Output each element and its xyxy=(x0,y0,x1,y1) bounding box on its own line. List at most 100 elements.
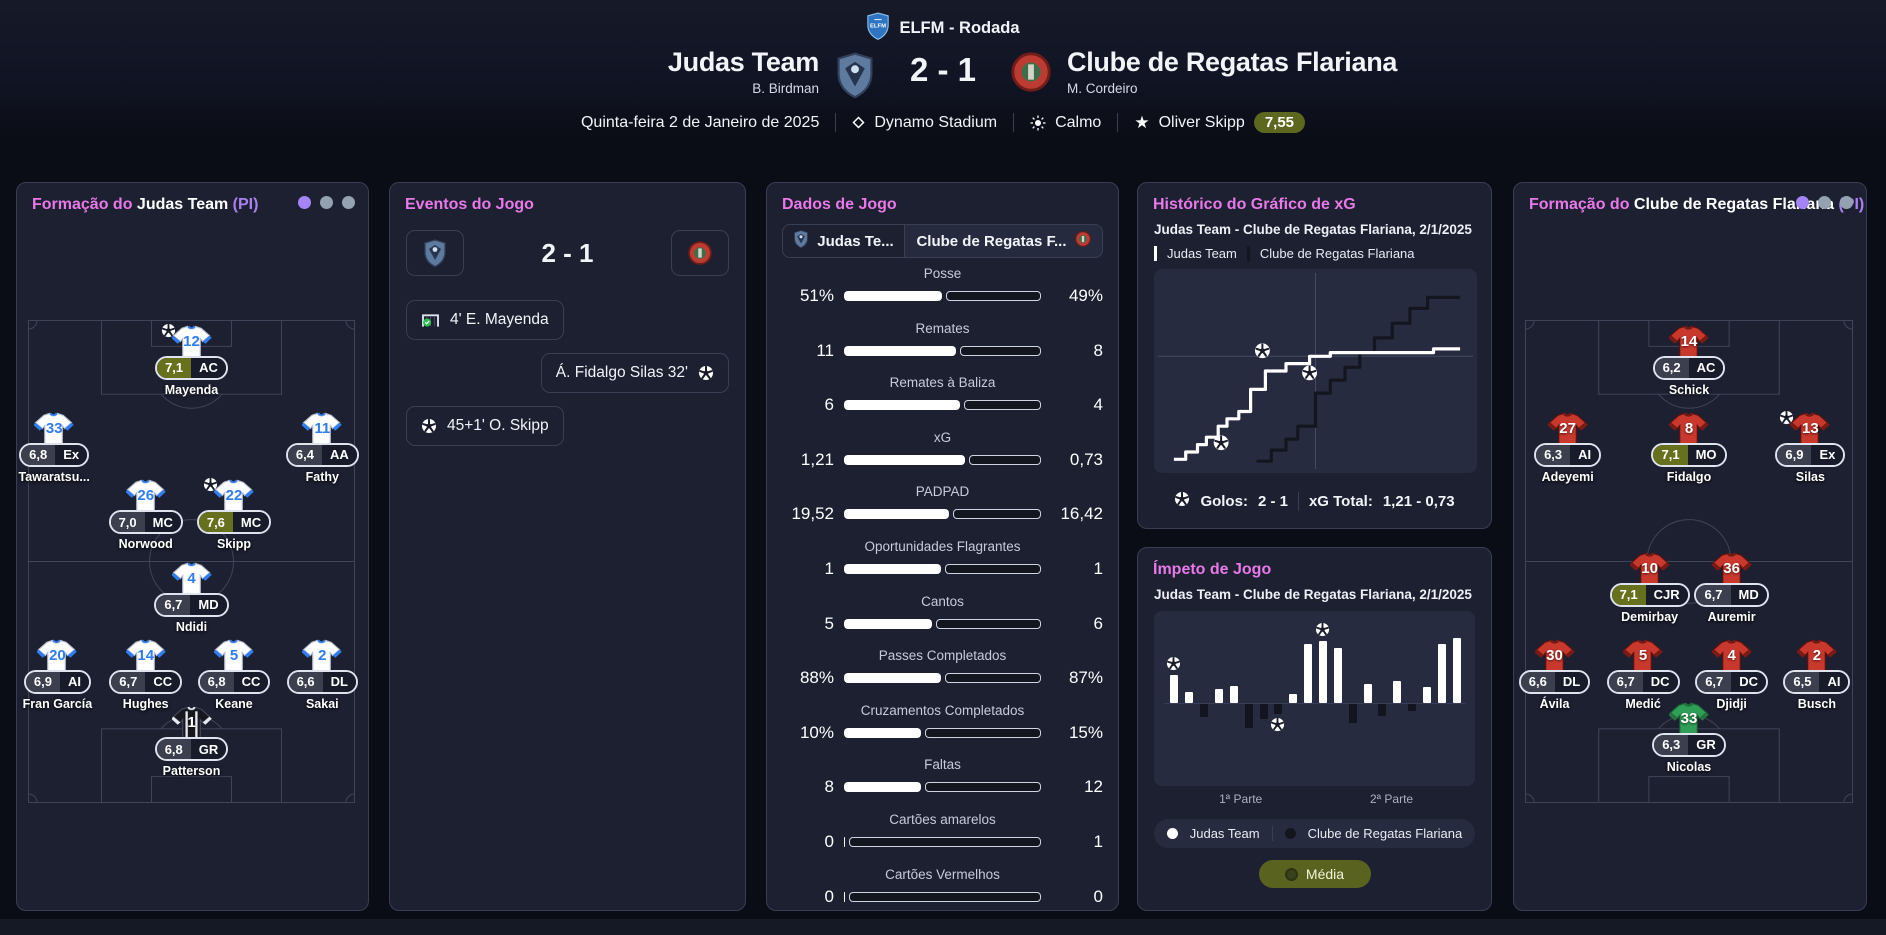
player-schick[interactable]: 14 6,2 AC Schick xyxy=(1643,325,1735,397)
player-rating-pill: 6,7 MD xyxy=(154,592,229,617)
stat-bar-home xyxy=(844,400,961,411)
player-rating: 6,4 xyxy=(287,444,322,465)
goal-marker-home xyxy=(1213,435,1229,451)
dot-gray[interactable] xyxy=(342,196,355,209)
shirt-icon xyxy=(1796,639,1837,674)
player-name: Fidalgo xyxy=(1666,469,1712,484)
player-busch[interactable]: 2 6,5 AI Busch xyxy=(1771,639,1863,711)
stat-row: Oportunidades Flagrantes 1 1 xyxy=(782,538,1103,579)
goal-marker-home xyxy=(1255,343,1270,359)
stat-row: Remates à Baliza 6 4 xyxy=(782,374,1103,415)
player-rating: 7,1 xyxy=(157,357,192,378)
player-fathy[interactable]: 11 6,4 AA Fathy xyxy=(276,412,368,484)
shirt-number: 14 xyxy=(137,646,155,664)
stat-home-value: 1,21 xyxy=(800,449,834,469)
stat-away-value: 16,42 xyxy=(1060,504,1103,524)
stats-team-tabs: Judas Te... Clube de Regatas F... xyxy=(782,224,1103,258)
dot-gray[interactable] xyxy=(1818,196,1831,209)
momentum-bar-chart xyxy=(1154,611,1475,786)
away-team-name[interactable]: Clube de Regatas Flariana xyxy=(1067,47,1398,77)
player-name: Sakai xyxy=(305,696,339,711)
player-rating-pill: 6,5 AI xyxy=(1783,669,1851,694)
shirt-number: 11 xyxy=(314,419,331,437)
player-rating: 6,2 xyxy=(1654,357,1689,378)
home-pitch: 12 7,1 AC Mayenda 33 6,8 Ex Tawaratsu... 11 6,4 AA… xyxy=(18,320,359,803)
player-rating: 6,6 xyxy=(288,671,323,692)
player-rating-pill: 6,3 AI xyxy=(1534,442,1602,467)
player-sakai[interactable]: 2 6,6 DL Sakai xyxy=(276,639,368,711)
shirt-number: 8 xyxy=(1684,419,1694,437)
stat-bar-home xyxy=(844,345,957,356)
player-fran-garcía[interactable]: 20 6,9 AI Fran García xyxy=(17,639,103,711)
player-ávila[interactable]: 30 6,6 DL Ávila xyxy=(1514,639,1601,711)
player-norwood[interactable]: 26 7,0 MC Norwood xyxy=(100,479,192,551)
event-chip[interactable]: Á. Fidalgo Silas 32' xyxy=(540,353,729,393)
event-text: 45+1' O. Skipp xyxy=(447,417,549,434)
football-icon xyxy=(161,323,175,337)
player-medić[interactable]: 5 6,7 DC Medić xyxy=(1597,639,1689,711)
stat-bar-home xyxy=(844,454,965,465)
player-patterson[interactable]: 1 6,8 GR Patterson xyxy=(146,706,238,778)
player-hughes[interactable]: 14 6,7 CC Hughes xyxy=(100,639,192,711)
stat-label: Faltas xyxy=(924,757,961,773)
stat-away-value: 1 xyxy=(1093,831,1103,851)
momentum-title: Ímpeto de Jogo xyxy=(1153,561,1272,578)
home-team-header: Judas Team B. Birdman xyxy=(389,47,819,96)
momentum-bar-home xyxy=(1333,648,1342,703)
player-position: CC xyxy=(233,671,269,692)
player-mayenda[interactable]: 12 7,1 AC Mayenda xyxy=(146,323,238,397)
football-icon xyxy=(1167,656,1181,671)
stat-bar-away xyxy=(945,673,1041,684)
event-chip[interactable]: 45+1' O. Skipp xyxy=(406,406,564,446)
player-tawaratsu-[interactable]: 33 6,8 Ex Tawaratsu... xyxy=(17,412,100,484)
player-fidalgo[interactable]: 8 7,1 MO Fidalgo xyxy=(1643,412,1735,484)
main-content: Formação do Judas Team (PI) 12 7,1 AC Mayen… xyxy=(0,140,1886,921)
panel-options-dots[interactable] xyxy=(1796,196,1853,209)
away-team-header: Clube de Regatas Flariana M. Cordeiro xyxy=(1067,47,1497,96)
player-demirbay[interactable]: 10 7,1 CJR Demirbay xyxy=(1604,552,1696,624)
motm-name[interactable]: Oliver Skipp xyxy=(1158,113,1245,131)
player-adeyemi[interactable]: 27 6,3 AI Adeyemi xyxy=(1522,412,1614,484)
player-silas[interactable]: 13 6,9 Ex Silas xyxy=(1764,410,1856,484)
stat-bar-home xyxy=(844,891,845,902)
dot-purple[interactable] xyxy=(298,196,311,209)
competition-row: ELFM ELFM - Rodada xyxy=(0,0,1886,45)
media-button[interactable]: Média xyxy=(1258,860,1371,888)
dot-purple[interactable] xyxy=(1796,196,1809,209)
player-position: MD xyxy=(190,594,227,615)
player-keane[interactable]: 5 6,8 CC Keane xyxy=(188,639,280,711)
player-nicolas[interactable]: 33 6,3 GR Nicolas xyxy=(1643,702,1735,774)
stadium-name: Dynamo Stadium xyxy=(874,113,998,131)
stat-away-value: 1 xyxy=(1093,558,1103,578)
home-team-name[interactable]: Judas Team xyxy=(667,47,819,77)
dot-gray[interactable] xyxy=(1840,196,1853,209)
stat-row: Cartões Vermelhos 0 0 xyxy=(782,866,1103,907)
stat-label: Passes Completados xyxy=(878,648,1007,664)
panel-options-dots[interactable] xyxy=(298,196,355,209)
player-skipp[interactable]: 22 7,6 MC Skipp xyxy=(188,478,280,551)
momentum-x-axis: 1ª Parte 2ª Parte xyxy=(1154,792,1475,808)
player-position: Ex xyxy=(1811,444,1844,465)
player-shirt: 33 xyxy=(1668,702,1709,738)
player-auremir[interactable]: 36 6,7 MD Auremir xyxy=(1686,552,1778,624)
bottom-bar xyxy=(0,919,1886,935)
player-shirt: 12 xyxy=(161,323,212,361)
player-ndidi[interactable]: 4 6,7 MD Ndidi xyxy=(146,562,238,634)
tab-away-team[interactable]: Clube de Regatas F... xyxy=(903,224,1103,258)
player-position: MC xyxy=(144,512,181,533)
motm-item[interactable]: ★ Oliver Skipp 7,55 xyxy=(1134,112,1306,133)
event-chip[interactable]: 4' E. Mayenda xyxy=(406,300,564,340)
stadium-item: Dynamo Stadium xyxy=(852,114,997,132)
home-team-crest-small xyxy=(793,230,809,252)
player-djidji[interactable]: 4 6,7 DC Djidji xyxy=(1686,639,1778,711)
dot-gray[interactable] xyxy=(320,196,333,209)
player-rating: 6,5 xyxy=(1785,671,1820,692)
shirt-number: 2 xyxy=(1812,646,1822,664)
player-rating: 6,7 xyxy=(156,594,191,615)
momentum-bar-home xyxy=(1393,681,1402,703)
goal-marker-home xyxy=(1315,622,1330,642)
stat-home-value: 8 xyxy=(824,777,834,797)
home-formation-panel: Formação do Judas Team (PI) 12 7,1 AC Mayen… xyxy=(16,182,369,911)
shirt-number: 4 xyxy=(1727,646,1736,664)
tab-home-team[interactable]: Judas Te... xyxy=(782,224,904,258)
